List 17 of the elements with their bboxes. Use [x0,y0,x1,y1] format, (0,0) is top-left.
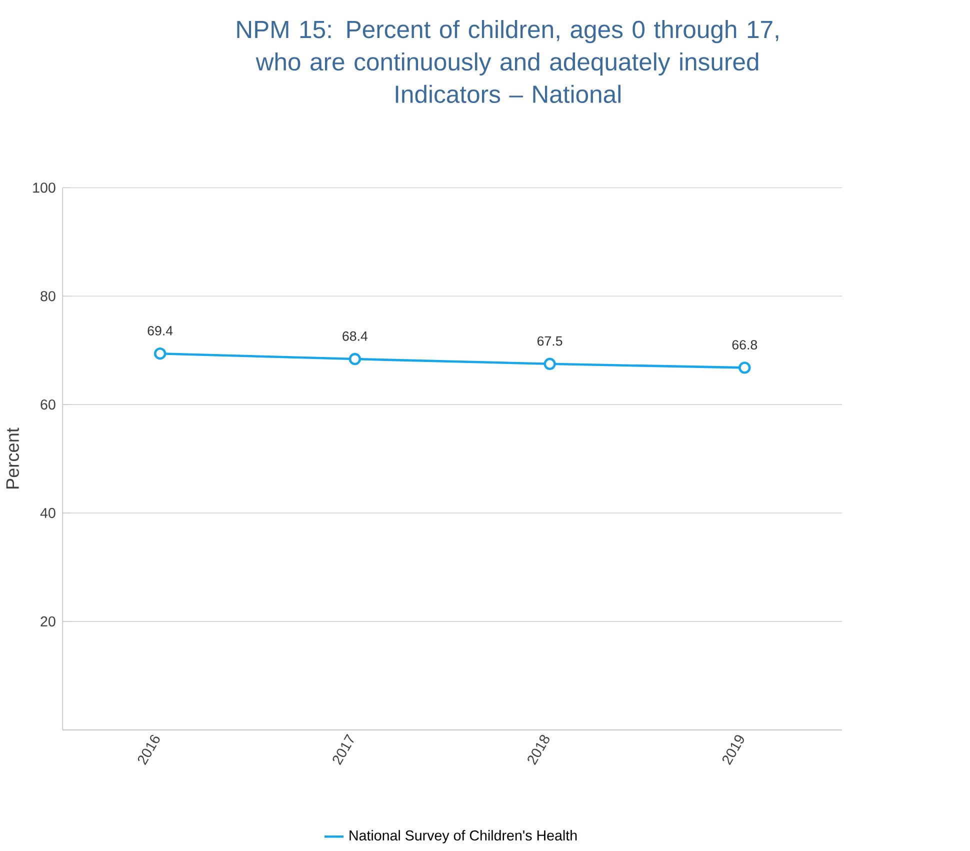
data-label: 69.4 [148,326,173,336]
y-tick-label: 20 [40,616,56,627]
chart-subtitle: Indicators – National [396,84,620,104]
y-axis-title: Percent [6,428,19,489]
point [154,348,166,360]
data-label: 67.5 [537,336,562,346]
point [348,352,362,366]
y-tick-label: 40 [40,508,56,518]
point [738,362,751,374]
legend-label: National Survey of Children's Health [350,830,577,844]
y-tick-label: 100 [33,182,56,193]
chart-title: NPM 15: Percent of children, ages 0 through 17, who are continuously and adequately insured [237,20,778,76]
y-tick-label: 60 [40,400,56,410]
point [544,358,556,370]
data-label: 68.4 [342,331,368,341]
y-tick-label: 80 [40,291,56,302]
data-label: 66.8 [732,340,758,350]
